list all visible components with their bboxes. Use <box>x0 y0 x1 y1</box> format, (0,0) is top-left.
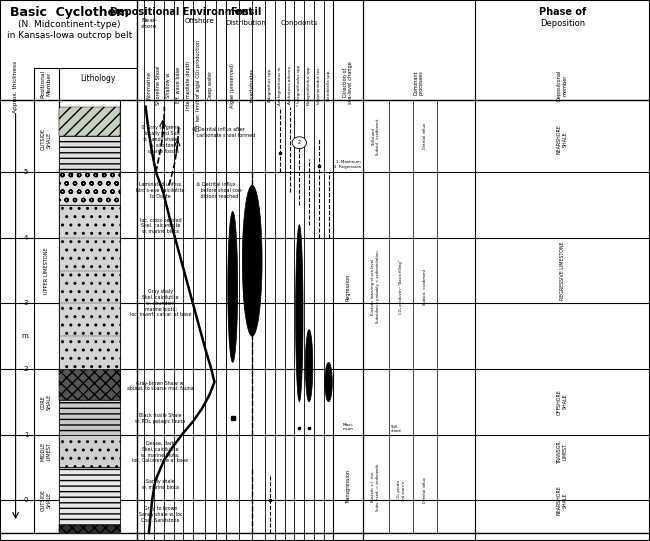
Text: MIDDLE
LIMEST.: MIDDLE LIMEST. <box>41 441 51 460</box>
Text: REGRESSIVE LIMESTONE: REGRESSIVE LIMESTONE <box>560 241 565 300</box>
Text: Depositional Environment: Depositional Environment <box>110 8 253 17</box>
Text: Sandy shale
w. marine biota: Sandy shale w. marine biota <box>142 479 179 490</box>
Text: Distribution: Distribution <box>226 20 266 27</box>
Text: 0: 0 <box>24 497 28 503</box>
Text: Laminated unfoss.
bird's-eye calcilutite
to Oolite: Laminated unfoss. bird's-eye calcilutite… <box>136 182 185 199</box>
Text: in Kansas-Iowa outcrop belt: in Kansas-Iowa outcrop belt <box>7 31 132 39</box>
Text: Gray-brown Shale w.
abund. to sparse mar. fauna: Gray-brown Shale w. abund. to sparse mar… <box>127 381 194 391</box>
Bar <box>58 205 120 369</box>
Text: Phase of: Phase of <box>539 8 586 17</box>
Text: CORE
SHALE: CORE SHALE <box>41 394 51 410</box>
Text: 4: 4 <box>24 235 28 241</box>
Text: * Idiognathodus spp.: * Idiognathodus spp. <box>297 64 302 107</box>
Text: Detrital influx: Detrital influx <box>423 477 428 503</box>
Text: TRANSGR.
LIMEST.: TRANSGR. LIMEST. <box>557 439 567 463</box>
Polygon shape <box>325 362 332 402</box>
Text: Basic  Cyclothem: Basic Cyclothem <box>10 6 129 19</box>
Text: Gray shaly
Skel. calcilutite
w. abundant
marine biota;
loc. invert. calcar. at b: Gray shaly Skel. calcilutite w. abundant… <box>130 289 191 318</box>
Text: Conodonts: Conodonts <box>281 20 318 27</box>
Text: Dominant
processes: Dominant processes <box>413 70 424 95</box>
Text: Subsid. <sediment: Subsid. <sediment <box>423 269 428 305</box>
Text: Eff. wave base: Eff. wave base <box>176 67 181 103</box>
Text: OUTSIDE
SHALE: OUTSIDE SHALE <box>41 489 51 511</box>
Text: Maxi-
mum: Maxi- mum <box>343 423 354 431</box>
Text: Idioprioniodus tex.: Idioprioniodus tex. <box>317 67 321 104</box>
Text: 1: 1 <box>24 432 28 438</box>
Polygon shape <box>296 225 303 402</box>
Text: Neognathodus spp.: Neognathodus spp. <box>307 65 311 105</box>
Text: Eustatic lowering of sea level
Subsidence probably < sedimentation: Eustatic lowering of sea level Subsidenc… <box>371 250 380 324</box>
Polygon shape <box>242 186 262 336</box>
Text: ② Detrital influx
   before shoal con-
   ditions reached: ② Detrital influx before shoal con- diti… <box>196 182 243 199</box>
Text: (N. Midcontinent-type): (N. Midcontinent-type) <box>18 20 121 29</box>
Text: Eustatic s.l. rise
Subs.+sed. > sedimenth.: Eustatic s.l. rise Subs.+sed. > sediment… <box>371 463 380 511</box>
Text: Nonmarine: Nonmarine <box>147 71 151 99</box>
Text: OFFSHORE
SHALE: OFFSHORE SHALE <box>557 389 567 414</box>
Text: Adognathus spp.: Adognathus spp. <box>268 68 272 102</box>
Text: Near-
shore: Near- shore <box>141 18 157 29</box>
Text: Shoreline Shoal: Shoreline Shoal <box>157 65 161 105</box>
Text: Positional
Member: Positional Member <box>41 70 51 98</box>
Text: Detrital influx: Detrital influx <box>423 123 428 149</box>
Text: Direction of
sea-level change: Direction of sea-level change <box>343 61 354 104</box>
Text: 2: 2 <box>298 140 301 145</box>
Text: ① Detrital influx after
   carbonate shoal formed: ① Detrital influx after carbonate shoal … <box>192 128 255 138</box>
Text: Aethotaxis advena: Aethotaxis advena <box>287 66 292 104</box>
Text: Fossil: Fossil <box>230 8 261 17</box>
Text: Gondolella spp.: Gondolella spp. <box>326 69 331 101</box>
Text: Algae (preserved): Algae (preserved) <box>230 63 235 108</box>
Bar <box>58 400 120 434</box>
Text: Shallow w.: Shallow w. <box>166 72 171 98</box>
Bar <box>58 525 120 533</box>
Text: Deep water: Deep water <box>208 70 213 100</box>
Text: Approx. thickness: Approx. thickness <box>13 61 18 113</box>
Text: Offshore: Offshore <box>185 18 214 24</box>
Text: Invertebrates: Invertebrates <box>250 68 255 102</box>
Text: Gray to brown
Sandy shale w. loc
Coal, Sandstone: Gray to brown Sandy shale w. loc Coal, S… <box>138 506 183 523</box>
Text: OUTSIDE
SHALE: OUTSIDE SHALE <box>41 128 51 150</box>
Text: Lithology: Lithology <box>80 74 115 83</box>
Bar <box>58 434 120 467</box>
Text: Anchignathodus m.: Anchignathodus m. <box>278 65 282 105</box>
Text: Deposition: Deposition <box>540 19 585 28</box>
Bar <box>58 107 120 172</box>
Text: Transgression: Transgression <box>346 470 350 504</box>
Text: Black fissile Shale
w. PO₄, pelagic fauna: Black fissile Shale w. PO₄, pelagic faun… <box>135 413 186 424</box>
Text: 5: 5 <box>24 169 28 175</box>
Bar <box>58 107 120 136</box>
Text: Regression: Regression <box>346 273 350 301</box>
Text: Dense, dark
Skel. calcilutite
w. marine biota;
loc. Calcarenite at base: Dense, dark Skel. calcilutite w. marine … <box>133 441 188 464</box>
Polygon shape <box>227 212 238 362</box>
Circle shape <box>292 137 307 149</box>
Text: NEARSHORE
SHALE: NEARSHORE SHALE <box>557 124 567 154</box>
Text: CO₃ productn~"Basin filling": CO₃ productn~"Basin filling" <box>399 260 403 314</box>
Text: ① Gray to green,
   locally red Soil;
② Sandy shale
   w. siltstone
   sparse fo: ① Gray to green, locally red Soil; ② San… <box>140 126 181 154</box>
Text: NEARSHORE
SHALE: NEARSHORE SHALE <box>557 485 567 515</box>
Bar <box>58 467 120 533</box>
Text: 3: 3 <box>24 300 28 306</box>
Text: Eff. lwr. limit of algal CO₃ production: Eff. lwr. limit of algal CO₃ production <box>196 39 202 131</box>
Text: Stillstand
Subsid. <sediment.: Stillstand Subsid. <sediment. <box>371 117 380 155</box>
Text: loc. cross-bedded
Skel. calcarenite
w. marine biota: loc. cross-bedded Skel. calcarenite w. m… <box>140 217 181 234</box>
Text: Depositional
member: Depositional member <box>557 70 567 101</box>
Text: m.: m. <box>21 333 31 339</box>
Bar <box>58 172 120 205</box>
Text: Intermediate depth: Intermediate depth <box>186 61 190 110</box>
Polygon shape <box>306 329 313 402</box>
Text: Still-
stand: Still- stand <box>391 425 401 433</box>
Text: 2: 2 <box>24 366 28 372</box>
Text: CO₃ prod≈
Sed.starv'n: CO₃ prod≈ Sed.starv'n <box>396 479 406 501</box>
Text: UPPER LIMESTONE: UPPER LIMESTONE <box>44 247 49 294</box>
Text: 1. Maximum
2. Regression: 1. Maximum 2. Regression <box>335 160 361 169</box>
Bar <box>58 369 120 400</box>
